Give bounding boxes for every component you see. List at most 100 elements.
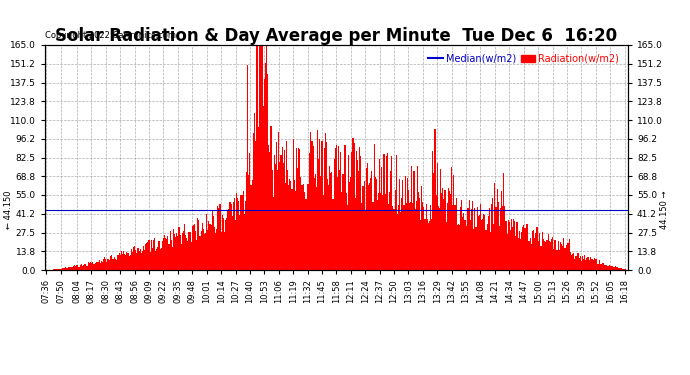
Bar (88, 263, 90, 270)
Bar (541, 246, 542, 270)
Bar (80, 265, 81, 270)
Bar (574, 259, 575, 270)
Bar (521, 232, 522, 270)
Bar (593, 260, 594, 270)
Bar (455, 198, 457, 270)
Bar (359, 147, 360, 270)
Bar (134, 246, 135, 270)
Bar (502, 206, 503, 270)
Bar (226, 218, 227, 270)
Bar (559, 250, 560, 270)
Bar (71, 267, 72, 270)
Bar (488, 216, 489, 270)
Bar (187, 241, 188, 270)
Bar (369, 183, 370, 270)
Bar (210, 225, 212, 270)
Bar (486, 224, 488, 270)
Bar (480, 204, 481, 270)
Bar (112, 259, 113, 270)
Bar (55, 269, 57, 270)
Bar (543, 240, 544, 270)
Bar (274, 156, 275, 270)
Bar (499, 226, 500, 270)
Bar (440, 169, 441, 270)
Bar (214, 227, 215, 270)
Bar (494, 183, 495, 270)
Bar (221, 215, 223, 270)
Bar (473, 228, 475, 270)
Bar (477, 216, 479, 270)
Bar (190, 242, 192, 270)
Bar (216, 229, 217, 270)
Bar (351, 152, 353, 270)
Bar (373, 144, 375, 270)
Bar (355, 198, 356, 270)
Bar (166, 238, 168, 270)
Bar (624, 269, 625, 270)
Bar (135, 251, 137, 270)
Bar (337, 177, 338, 270)
Bar (124, 254, 125, 270)
Bar (153, 240, 154, 270)
Bar (219, 204, 221, 270)
Bar (170, 240, 172, 270)
Bar (410, 202, 411, 270)
Bar (366, 168, 367, 270)
Bar (244, 214, 245, 270)
Bar (461, 200, 462, 270)
Bar (313, 146, 314, 270)
Bar (573, 253, 574, 270)
Text: 44.150 →: 44.150 → (660, 190, 669, 229)
Bar (420, 220, 421, 270)
Bar (534, 238, 535, 270)
Bar (117, 255, 119, 270)
Bar (602, 263, 603, 270)
Bar (108, 260, 110, 270)
Bar (587, 257, 589, 270)
Bar (349, 182, 351, 270)
Bar (63, 268, 64, 270)
Bar (545, 242, 546, 270)
Bar (79, 267, 80, 270)
Bar (146, 243, 148, 270)
Bar (472, 201, 473, 270)
Bar (401, 198, 402, 270)
Bar (393, 209, 395, 270)
Bar (83, 265, 84, 270)
Bar (263, 106, 264, 270)
Bar (432, 151, 433, 270)
Bar (439, 208, 440, 270)
Bar (614, 267, 615, 270)
Bar (141, 252, 142, 270)
Bar (539, 233, 540, 270)
Bar (152, 248, 153, 270)
Bar (84, 264, 86, 270)
Bar (562, 246, 563, 270)
Bar (318, 159, 319, 270)
Bar (133, 247, 134, 270)
Bar (255, 141, 256, 270)
Bar (397, 214, 398, 270)
Bar (407, 177, 408, 270)
Bar (81, 264, 82, 270)
Bar (179, 235, 181, 270)
Bar (618, 268, 620, 270)
Bar (554, 240, 555, 270)
Bar (295, 191, 296, 270)
Bar (246, 172, 247, 270)
Bar (356, 151, 357, 270)
Bar (340, 152, 342, 270)
Bar (358, 171, 359, 270)
Bar (291, 189, 293, 270)
Bar (186, 238, 187, 270)
Bar (177, 236, 179, 270)
Bar (583, 259, 584, 270)
Bar (62, 268, 63, 270)
Bar (92, 261, 93, 270)
Bar (449, 191, 450, 270)
Bar (584, 255, 585, 270)
Bar (270, 126, 272, 270)
Bar (286, 141, 287, 270)
Bar (265, 63, 266, 270)
Bar (411, 166, 413, 270)
